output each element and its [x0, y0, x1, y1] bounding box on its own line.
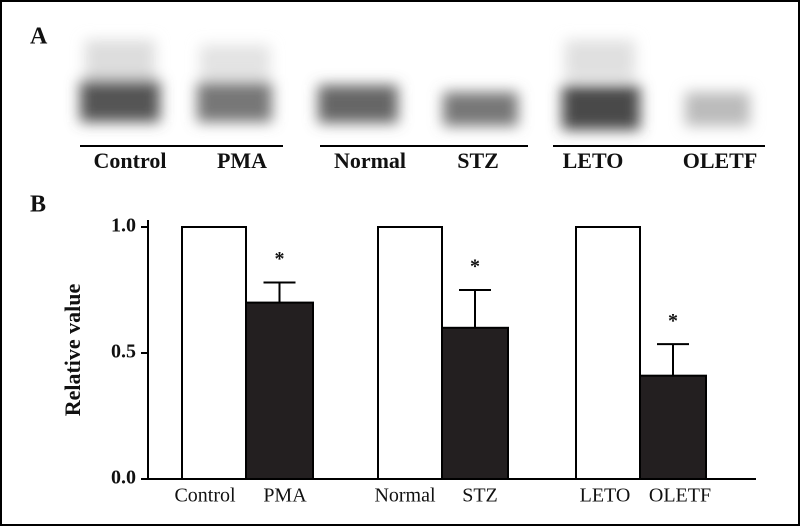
significance-mark: *	[470, 256, 480, 278]
lane-label: Normal	[334, 148, 406, 173]
x-tick-label: PMA	[263, 485, 307, 507]
smear	[565, 40, 635, 80]
significance-mark: *	[275, 248, 285, 270]
lane-label: OLETF	[683, 148, 758, 173]
bar	[575, 226, 641, 480]
band	[318, 85, 398, 123]
bar	[441, 326, 509, 480]
band	[443, 92, 518, 126]
y-tick-label: 0.0	[111, 467, 136, 489]
error-bar	[263, 281, 296, 303]
bar	[245, 301, 314, 480]
significance-mark: *	[668, 310, 678, 332]
x-tick-label: Normal	[374, 485, 436, 507]
lane-label: Control	[94, 148, 167, 173]
panel-label: A	[30, 24, 48, 50]
lane-label: PMA	[217, 148, 267, 173]
bar	[377, 226, 443, 480]
band	[80, 80, 160, 122]
bar	[181, 226, 247, 480]
error-bar	[657, 343, 689, 376]
y-tick-label: 0.5	[111, 341, 136, 363]
y-tick-label: 1.0	[111, 215, 136, 237]
band	[197, 82, 272, 122]
lane-label: LETO	[563, 148, 624, 173]
x-tick-label: STZ	[462, 485, 498, 507]
x-tick-label: LETO	[580, 485, 631, 507]
band	[685, 92, 750, 126]
panel-label: B	[30, 192, 46, 218]
bar	[639, 374, 707, 480]
blot	[80, 40, 750, 130]
smear	[85, 40, 155, 80]
band	[562, 85, 640, 130]
x-tick-label: Control	[174, 485, 236, 507]
x-tick-label: OLETF	[649, 485, 711, 507]
y-axis-label: Relative value	[60, 283, 85, 416]
error-bar	[459, 289, 491, 328]
smear	[200, 45, 270, 80]
lane-label: STZ	[457, 148, 499, 173]
